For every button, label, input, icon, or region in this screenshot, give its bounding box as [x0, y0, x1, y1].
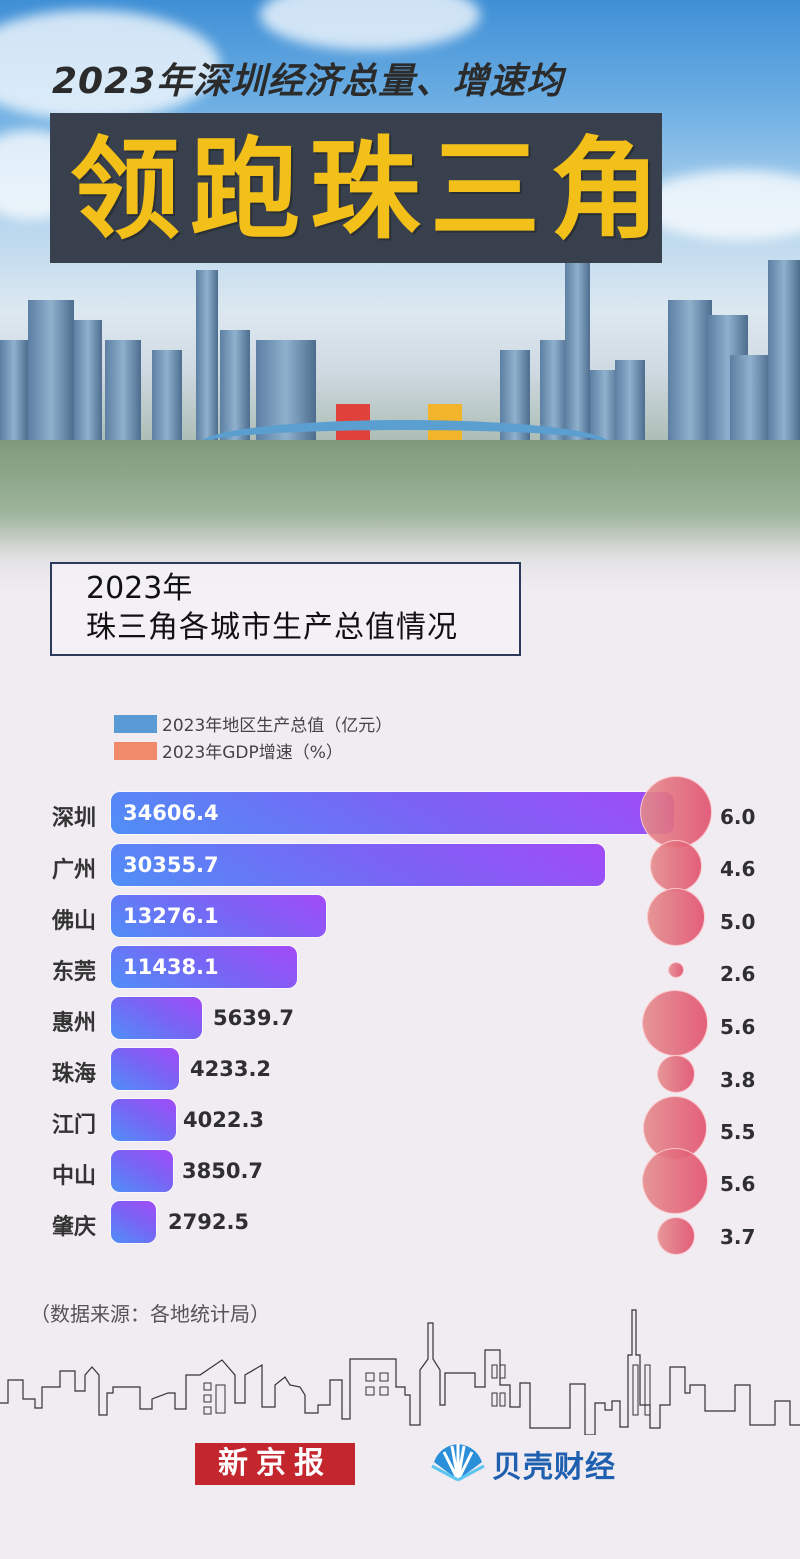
- tower: [768, 260, 800, 450]
- gdp-bar: [111, 1201, 156, 1243]
- growth-value: 5.6: [720, 1172, 756, 1196]
- gdp-value: 3850.7: [182, 1159, 264, 1183]
- growth-bubble: [650, 840, 702, 892]
- gdp-bar: [111, 1048, 179, 1090]
- city-label: 惠州: [52, 1011, 97, 1036]
- chart-row: 广州 30355.7: [0, 844, 800, 890]
- legend-label: 2023年地区生产总值（亿元）: [162, 716, 393, 736]
- city-label: 佛山: [52, 909, 97, 934]
- city-label: 肇庆: [52, 1215, 97, 1240]
- growth-bubble: [657, 1217, 695, 1255]
- gdp-bar: [111, 792, 674, 834]
- gdp-value: 11438.1: [123, 955, 219, 979]
- beike-finance-text: 贝壳财经: [492, 1450, 616, 1485]
- growth-bubble: [642, 990, 708, 1056]
- data-source-note: （数据来源：各地统计局）: [30, 1302, 270, 1326]
- gdp-bar: [111, 946, 297, 988]
- xinjingbao-logo: 新京报: [195, 1443, 355, 1485]
- gdp-bar: [111, 844, 605, 886]
- growth-value: 3.7: [720, 1225, 756, 1249]
- chart-row: 肇庆 2792.5: [0, 1201, 800, 1247]
- growth-bubble: [668, 962, 684, 978]
- section-title-box: 2023年 珠三角各城市生产总值情况: [50, 562, 521, 656]
- civic-center-roof: [200, 420, 610, 460]
- legend-swatch-orange: [114, 741, 157, 760]
- chart-row: 江门 4022.3: [0, 1099, 800, 1145]
- city-label: 中山: [52, 1164, 97, 1189]
- growth-value: 4.6: [720, 857, 756, 881]
- growth-value: 5.0: [720, 910, 756, 934]
- section-title: 珠三角各城市生产总值情况: [86, 610, 458, 645]
- city-label: 珠海: [52, 1062, 97, 1087]
- tower: [196, 270, 218, 450]
- chart-row: 珠海 4233.2: [0, 1048, 800, 1094]
- gdp-value: 30355.7: [123, 853, 219, 877]
- gdp-bar: [111, 997, 202, 1039]
- tower: [105, 340, 141, 450]
- legend-label: 2023年GDP增速（%）: [162, 743, 343, 763]
- gdp-value: 4022.3: [183, 1108, 265, 1132]
- skyline-outline-illustration: [0, 1309, 800, 1435]
- gdp-bar: [111, 1099, 176, 1141]
- growth-bubble: [642, 1148, 708, 1214]
- growth-bubble: [657, 1055, 695, 1093]
- growth-bubble: [647, 888, 705, 946]
- city-label: 东莞: [52, 960, 97, 985]
- gdp-bar: [111, 1150, 173, 1192]
- tower: [0, 340, 28, 450]
- cloud: [640, 170, 800, 240]
- tower: [28, 300, 74, 450]
- city-label: 江门: [52, 1113, 97, 1138]
- chart-row: 佛山 13276.1: [0, 895, 800, 941]
- cloud: [260, 0, 480, 50]
- chart-row: 中山 3850.7: [0, 1150, 800, 1196]
- beike-finance-logo: 贝壳财经: [430, 1440, 616, 1488]
- chart-row: 惠州 5639.7: [0, 997, 800, 1043]
- hero-photo: [0, 0, 800, 600]
- growth-value: 2.6: [720, 962, 756, 986]
- growth-value: 6.0: [720, 805, 756, 829]
- city-label: 深圳: [52, 806, 97, 831]
- cloud: [0, 10, 220, 120]
- growth-bubble: [640, 776, 712, 848]
- tower: [615, 360, 645, 450]
- tower: [668, 300, 712, 450]
- legend-swatch-blue: [114, 714, 157, 733]
- headline-banner: [50, 113, 662, 263]
- gdp-value: 34606.4: [123, 801, 219, 825]
- chart-row: 东莞 11438.1: [0, 946, 800, 992]
- chart-row: 深圳 34606.4: [0, 792, 800, 838]
- gdp-value: 5639.7: [213, 1006, 295, 1030]
- tower: [74, 320, 102, 450]
- chart-legend: 2023年地区生产总值（亿元） 2023年GDP增速（%）: [114, 710, 392, 764]
- headline-title: 领跑珠三角: [70, 126, 670, 254]
- gdp-value: 4233.2: [190, 1057, 272, 1081]
- section-year: 2023年: [86, 571, 193, 606]
- legend-item-growth: 2023年GDP增速（%）: [114, 737, 392, 764]
- growth-value: 5.6: [720, 1015, 756, 1039]
- legend-item-gdp: 2023年地区生产总值（亿元）: [114, 710, 392, 737]
- headline-subtitle: 2023年深圳经济总量、增速均: [52, 61, 564, 102]
- gdp-value: 2792.5: [168, 1210, 250, 1234]
- tower: [152, 350, 182, 450]
- gdp-bar: [111, 895, 326, 937]
- tower: [565, 240, 590, 450]
- gdp-value: 13276.1: [123, 904, 219, 928]
- shell-icon: [431, 1444, 485, 1482]
- growth-value: 3.8: [720, 1068, 756, 1092]
- tower: [730, 355, 770, 450]
- growth-value: 5.5: [720, 1120, 756, 1144]
- city-label: 广州: [52, 858, 97, 883]
